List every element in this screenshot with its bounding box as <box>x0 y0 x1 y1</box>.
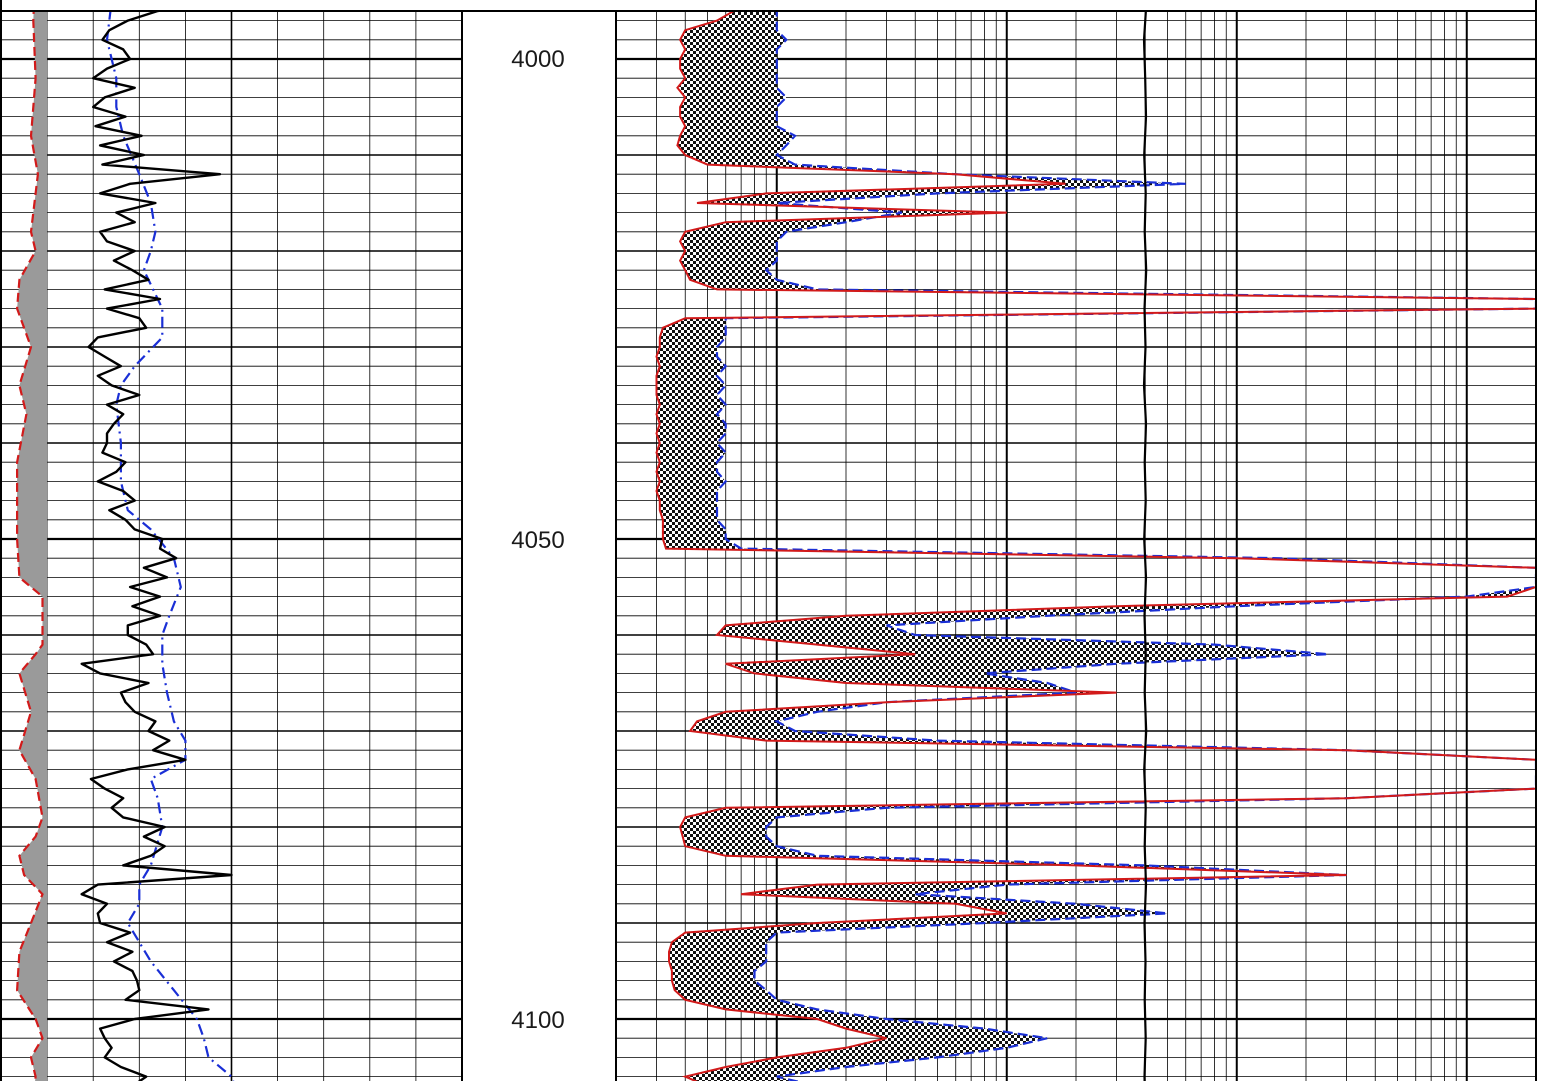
depth-label-4050: 4050 <box>511 527 564 554</box>
depth-label-4000: 4000 <box>511 46 564 73</box>
track-1-blue-dashdot-curve <box>105 12 235 1081</box>
track-1-shaded-area <box>17 12 48 1081</box>
track-2-blue-dashed-curve <box>715 12 1536 1081</box>
track-1 <box>1 12 462 1081</box>
track-2-black-solid-curve <box>1142 12 1148 1081</box>
track-1-grid <box>1 12 462 1081</box>
track-2 <box>616 12 1536 1081</box>
depth-label-4100: 4100 <box>511 1007 564 1034</box>
depth-track: 4000 4050 4100 <box>511 46 564 1034</box>
track-1-black-solid-curve <box>80 12 233 1081</box>
track-1-red-dashed-curve <box>15 12 44 1081</box>
track-2-red-solid-curve <box>655 12 1536 1081</box>
track-2-checker-fill <box>656 12 1536 1081</box>
